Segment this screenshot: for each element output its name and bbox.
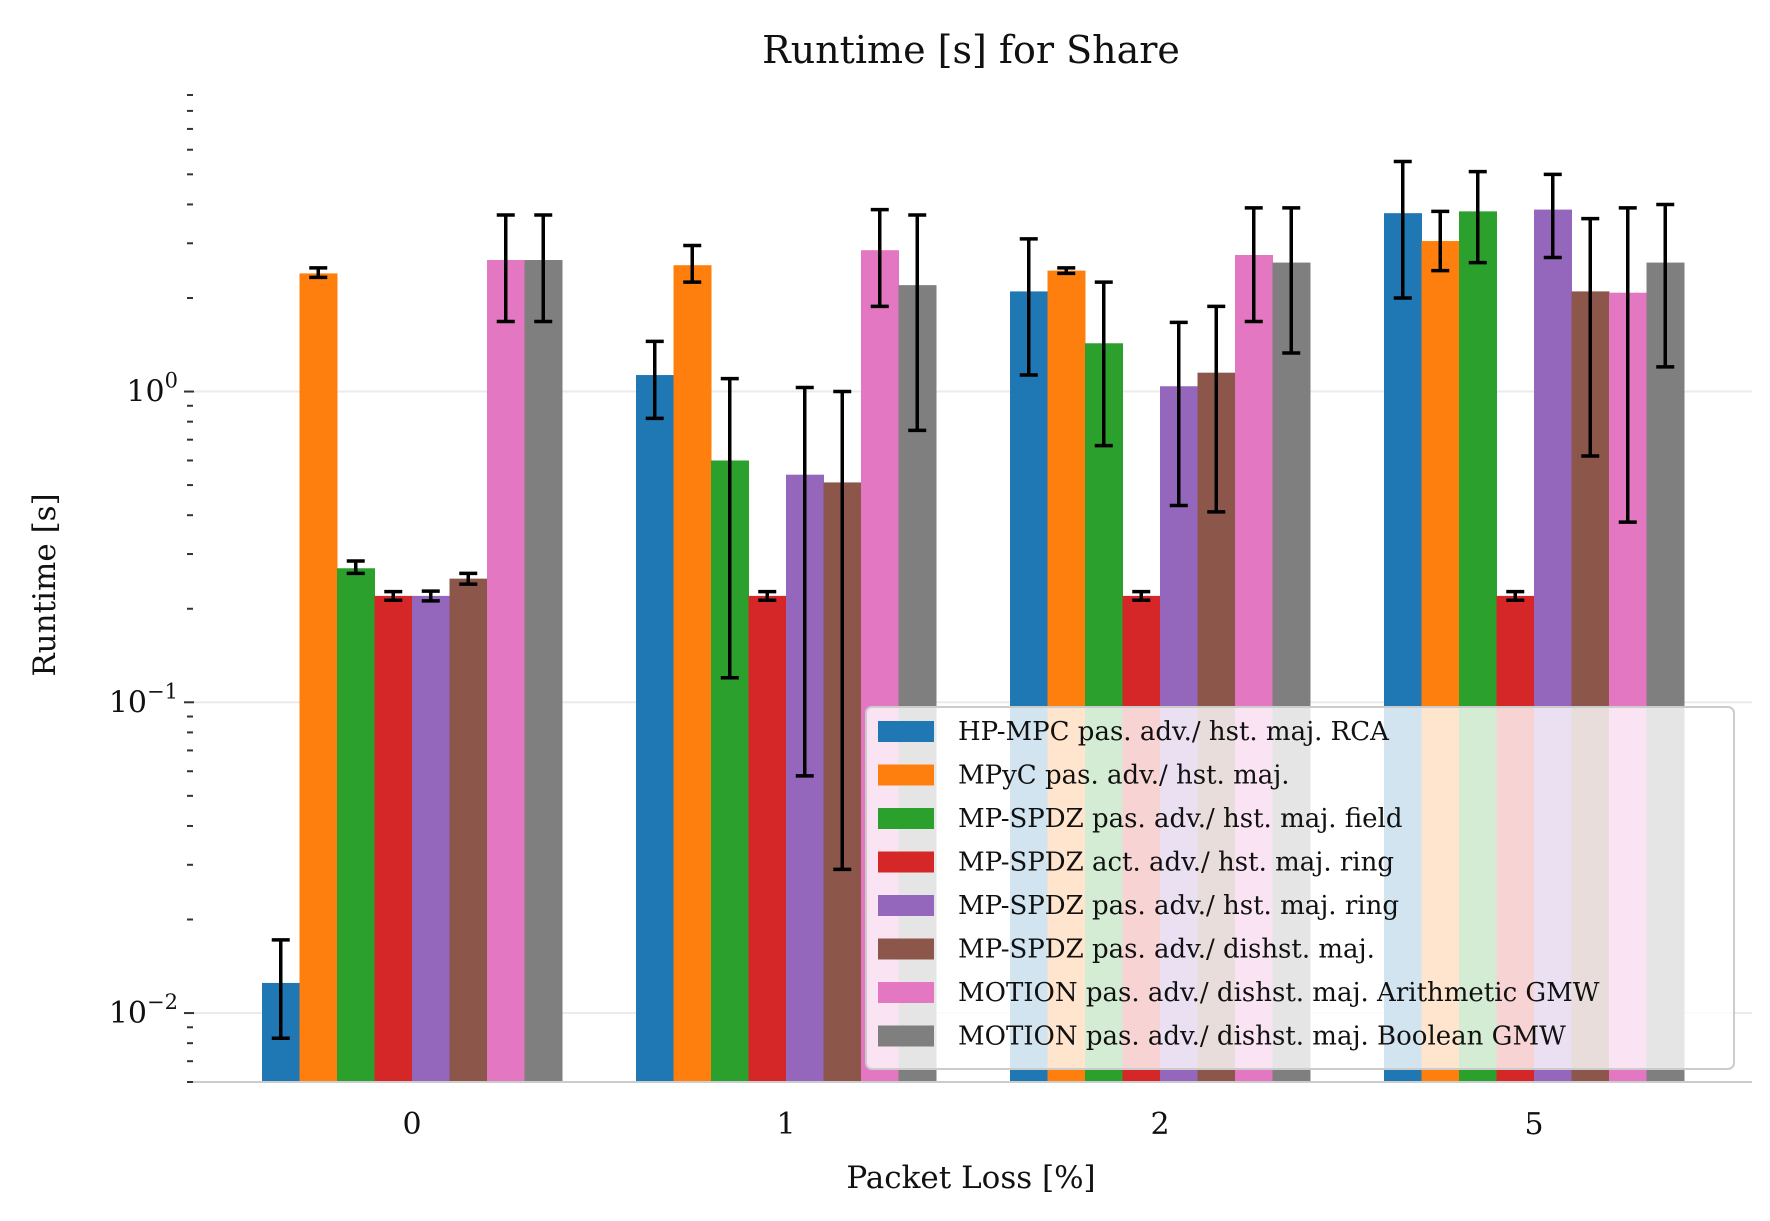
y-tick-base: 10 [109,685,147,720]
x-tick-label: 2 [1150,1107,1169,1142]
bar [487,260,525,1082]
bar [337,568,375,1082]
legend-entry: MP-SPDZ pas. adv./ hst. maj. field [958,804,1403,834]
x-tick-label: 5 [1524,1107,1543,1142]
y-tick-base: 10 [109,996,147,1031]
legend-entry: MOTION pas. adv./ dishst. maj. Arithmeti… [958,978,1600,1008]
y-tick-base: 10 [126,375,164,410]
legend-entry: MP-SPDZ pas. adv./ dishst. maj. [958,935,1375,965]
legend-swatch [878,1025,934,1047]
y-axis-label: Runtime [s] [27,493,63,676]
legend-entry: MOTION pas. adv./ dishst. maj. Boolean G… [958,1022,1566,1052]
y-tick-exponent: −1 [147,679,178,703]
bar [524,260,563,1082]
chart-title: Runtime [s] for Share [762,28,1180,72]
legend-entry: MP-SPDZ act. adv./ hst. maj. ring [958,848,1394,878]
legend-entry: MP-SPDZ pas. adv./ hst. maj. ring [958,891,1399,921]
bar [299,273,338,1082]
bar [412,595,450,1082]
bar [673,265,712,1082]
legend-entry: MPyC pas. adv./ hst. maj. [958,761,1290,791]
legend-swatch [878,938,934,960]
bar [374,595,413,1082]
legend-swatch [878,895,934,916]
legend-swatch [878,808,934,829]
bar [636,375,674,1082]
bar [748,595,787,1082]
legend-swatch [878,851,934,873]
y-tick-exponent: 0 [165,369,178,393]
x-tick-label: 0 [402,1107,421,1142]
y-tick-label: 100 [126,369,178,410]
legend-swatch [878,764,934,786]
legend-box [865,706,1735,1070]
legend-swatch [878,721,934,742]
bar [449,578,488,1082]
y-tick-label: 10−1 [109,679,178,720]
legend-entry: HP-MPC pas. adv./ hst. maj. RCA [958,717,1390,747]
error-bars [271,159,1675,1040]
x-tick-label: 1 [776,1107,795,1142]
legend-swatch [878,982,934,1003]
legend: HP-MPC pas. adv./ hst. maj. RCA MPyC pas.… [865,706,1735,1070]
y-tick-label: 10−2 [109,990,178,1031]
x-axis-label: Packet Loss [%] [846,1160,1095,1196]
y-tick-exponent: −2 [147,990,178,1014]
